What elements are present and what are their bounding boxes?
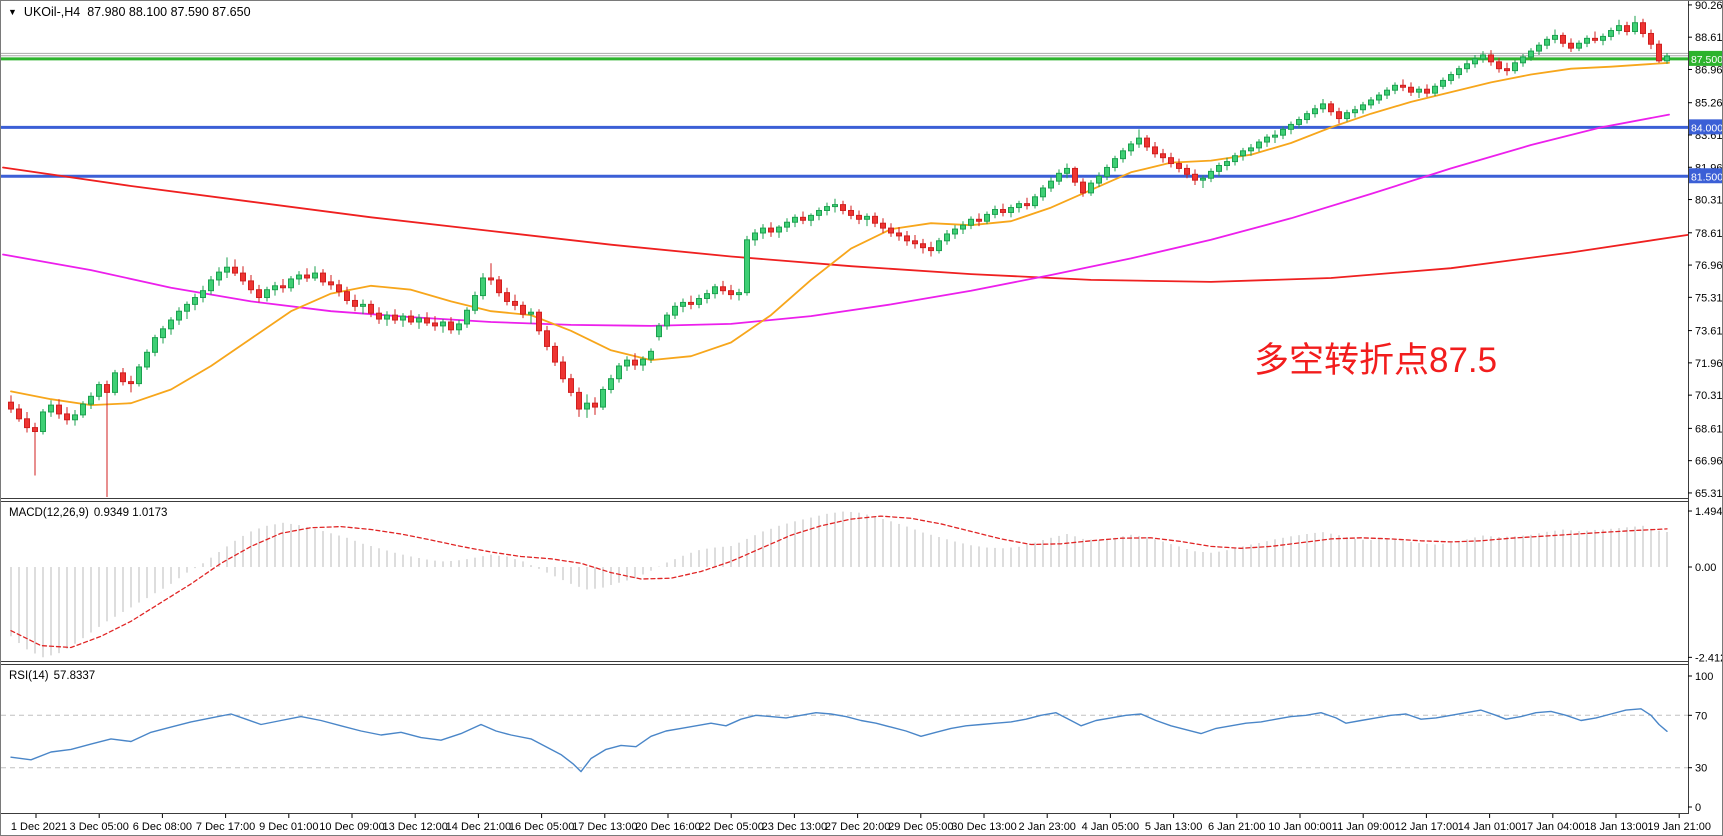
svg-text:76.960: 76.960 — [1695, 260, 1723, 272]
time-axis: 1 Dec 2021 3 Dec 05:00 6 Dec 08:00 7 Dec 17… — [11, 814, 1711, 833]
price-line-badges: 87.500 84.000 81.500 — [1689, 50, 1723, 184]
svg-text:4 Jan 05:00: 4 Jan 05:00 — [1082, 821, 1140, 833]
svg-text:16 Dec 05:00: 16 Dec 05:00 — [509, 821, 574, 833]
svg-text:71.960: 71.960 — [1695, 358, 1723, 370]
svg-text:14 Jan 01:00: 14 Jan 01:00 — [1458, 821, 1522, 833]
svg-text:100: 100 — [1695, 671, 1713, 683]
svg-text:80.310: 80.310 — [1695, 195, 1723, 207]
macd-indicator-values: 0.9349 1.0173 — [93, 507, 168, 519]
rsi-line — [10, 708, 1668, 773]
svg-text:88.610: 88.610 — [1695, 32, 1723, 44]
svg-text:90.260: 90.260 — [1695, 1, 1723, 12]
symbol-dropdown-icon[interactable]: ▼ — [8, 7, 17, 17]
macd-panel-label: MACD(12,26,9) 0.9349 1.0173 — [9, 507, 172, 519]
svg-text:85.260: 85.260 — [1695, 98, 1723, 110]
candles-layer — [8, 15, 1670, 498]
svg-text:11 Jan 09:00: 11 Jan 09:00 — [1332, 821, 1395, 833]
svg-text:9 Dec 01:00: 9 Dec 01:00 — [259, 821, 318, 833]
chart-title: ▼ UKOil-,H4 87.980 88.100 87.590 87.650 — [8, 5, 251, 19]
rsi-indicator-name: RSI(14) — [9, 670, 49, 682]
svg-text:84.000: 84.000 — [1691, 122, 1723, 134]
svg-text:14 Dec 21:00: 14 Dec 21:00 — [446, 821, 511, 833]
svg-text:70.310: 70.310 — [1695, 390, 1723, 402]
svg-text:1 Dec 2021: 1 Dec 2021 — [11, 821, 67, 833]
svg-text:68.610: 68.610 — [1695, 423, 1723, 435]
svg-text:86.960: 86.960 — [1695, 64, 1723, 76]
svg-text:30: 30 — [1695, 763, 1707, 775]
annotation-text: 多空转折点87.5 — [1254, 341, 1498, 380]
svg-text:17 Dec 13:00: 17 Dec 13:00 — [572, 821, 637, 833]
ma-fast-orange — [10, 61, 1670, 407]
ma-slow-red — [2, 166, 1689, 283]
svg-text:0.00: 0.00 — [1695, 562, 1716, 574]
svg-text:70: 70 — [1695, 710, 1707, 722]
panel-dividers — [1, 498, 1688, 814]
svg-text:3 Dec 05:00: 3 Dec 05:00 — [70, 821, 129, 833]
svg-text:5 Jan 13:00: 5 Jan 13:00 — [1145, 821, 1203, 833]
svg-text:7 Dec 17:00: 7 Dec 17:00 — [196, 821, 255, 833]
rsi-level-lines — [1, 714, 1688, 769]
symbol-period: UKOil-,H4 — [23, 5, 81, 19]
moving-averages — [2, 61, 1689, 407]
svg-text:2 Jan 23:00: 2 Jan 23:00 — [1018, 821, 1076, 833]
svg-text:19 Jan 21:00: 19 Jan 21:00 — [1647, 821, 1711, 833]
svg-text:75.310: 75.310 — [1695, 292, 1723, 304]
svg-text:-2.4127: -2.4127 — [1695, 652, 1723, 664]
svg-text:23 Dec 13:00: 23 Dec 13:00 — [762, 821, 827, 833]
quote-ohlc: 87.980 88.100 87.590 87.650 — [87, 5, 251, 19]
svg-text:17 Jan 04:00: 17 Jan 04:00 — [1521, 821, 1585, 833]
svg-text:78.610: 78.610 — [1695, 228, 1723, 240]
svg-text:73.610: 73.610 — [1695, 326, 1723, 338]
svg-text:65.310: 65.310 — [1695, 488, 1723, 500]
ma-mid-magenta — [2, 113, 1670, 327]
svg-text:1.4949: 1.4949 — [1695, 506, 1723, 518]
svg-text:22 Dec 05:00: 22 Dec 05:00 — [698, 821, 763, 833]
svg-text:66.960: 66.960 — [1695, 456, 1723, 468]
svg-text:18 Jan 13:00: 18 Jan 13:00 — [1584, 821, 1648, 833]
horizontal-price-lines — [1, 52, 1688, 178]
rsi-indicator-values: 57.8337 — [53, 670, 96, 682]
svg-text:81.500: 81.500 — [1691, 171, 1723, 183]
macd-indicator-name: MACD(12,26,9) — [9, 507, 89, 519]
svg-text:10 Dec 09:00: 10 Dec 09:00 — [319, 821, 384, 833]
macd-histogram — [10, 511, 1668, 658]
svg-text:27 Dec 20:00: 27 Dec 20:00 — [825, 821, 890, 833]
svg-text:6 Dec 08:00: 6 Dec 08:00 — [133, 821, 192, 833]
svg-text:29 Dec 05:00: 29 Dec 05:00 — [888, 821, 953, 833]
svg-text:6 Jan 21:00: 6 Jan 21:00 — [1208, 821, 1266, 833]
svg-text:12 Jan 17:00: 12 Jan 17:00 — [1395, 821, 1459, 833]
svg-text:13 Dec 12:00: 13 Dec 12:00 — [382, 821, 447, 833]
svg-text:10 Jan 00:00: 10 Jan 00:00 — [1268, 821, 1332, 833]
svg-text:87.500: 87.500 — [1691, 54, 1723, 66]
rsi-panel-label: RSI(14) 57.8337 — [9, 670, 100, 682]
macd-signal-line — [10, 515, 1668, 649]
svg-text:0: 0 — [1695, 802, 1701, 814]
svg-text:30 Dec 13:00: 30 Dec 13:00 — [951, 821, 1016, 833]
svg-text:20 Dec 16:00: 20 Dec 16:00 — [635, 821, 700, 833]
